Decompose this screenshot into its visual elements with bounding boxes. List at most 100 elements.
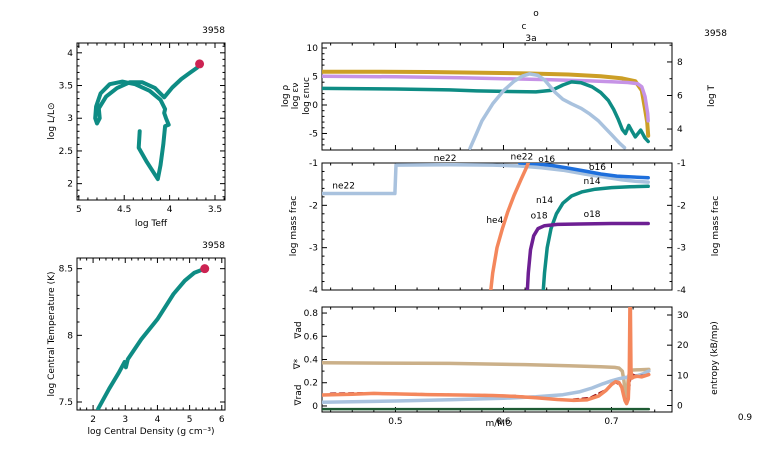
profile-bottom-xtick-label: 0.7: [604, 417, 618, 427]
burn-label-3a: 3a: [525, 34, 536, 44]
profile-top-ytick-label: 5: [312, 73, 318, 83]
tc-rhoc-xtick-label: 2: [90, 415, 96, 425]
tc-rhoc-xtick-label: 3: [122, 415, 128, 425]
profile-mid-line-label-n14: n14: [536, 196, 553, 206]
hr-diagram-axis-label: log L/L⊙: [47, 102, 57, 139]
profile-bottom-axis-label: ∇*: [293, 358, 303, 370]
hr-diagram-ytick-label: 2.5: [59, 147, 73, 157]
tc-rhoc-ytick-label: 7.5: [59, 398, 73, 408]
profile-top-axis-label: log ρ: [281, 85, 291, 108]
x-tick-right-edge: 0.9: [738, 413, 753, 423]
hr-diagram-panel: 5 4.5 4 3.5 2 2.5 3 3.5 4 log Teff log L/L⊙: [47, 42, 226, 229]
tc-rhoc-xtick-label: 5: [187, 415, 193, 425]
burn-label-o: o: [533, 9, 539, 19]
profile-bottom-ytick-label: 0.8: [304, 309, 319, 319]
profile-top-y2tick-label: 4: [677, 125, 683, 135]
hr-diagram-series-evolution-track: [93, 61, 203, 182]
profile-bottom-ytick-label: 0.6: [304, 332, 319, 342]
profile-mid-series-he4: [489, 163, 531, 290]
tc-rhoc-frame: [76, 257, 226, 411]
profile-top-axis-label: log εν: [291, 83, 301, 109]
tc-rhoc-ytick-label: 8.5: [59, 265, 73, 275]
tc-rhoc-current-model-marker: [200, 264, 210, 274]
profile-top-ytick-label: -5: [309, 129, 318, 139]
profile-bottom-ytick-label: 0.4: [304, 356, 319, 366]
profile-mid-y2tick-label: -1: [677, 159, 686, 169]
profile-bottom-axis-label: entropy (kB/mp): [710, 321, 720, 395]
profile-mid-line-label-he4: he4: [486, 216, 503, 226]
profile-bottom-y2tick-label: 10: [677, 371, 689, 381]
profile-top-frame: [321, 42, 673, 151]
profile-mid-line-label-o16: o16: [589, 163, 606, 173]
tc-rhoc-axis-label: log Central Density (g cm⁻³): [88, 427, 215, 437]
model-number-tcrho: 3958: [202, 241, 225, 251]
profile-top-axis-label: log εnuc: [302, 77, 312, 115]
tc-rhoc-xtick-label: 6: [219, 415, 225, 425]
profile-bottom-axis-label: ∇rad: [294, 385, 304, 407]
profile-mid-line-label-o18: o18: [531, 211, 548, 221]
profile-mid-series-ne22: [322, 163, 650, 196]
profile-mid-series-n14: [541, 184, 650, 290]
profile-bottom-series-entropy: [322, 369, 651, 404]
profile-mid-y2tick-label: -2: [677, 201, 686, 211]
profile-bottom-ytick-label: 0.2: [304, 379, 318, 389]
profile-mid-axis-label: log mass frac: [289, 196, 299, 256]
tc-rhoc-ytick-label: 8: [67, 331, 73, 341]
profile-bottom-axis-label: ∇ad: [294, 321, 304, 339]
hr-diagram-xtick-label: 5: [76, 205, 82, 215]
profile-bottom-panel: 0.5 0.6 0.7 0 0.2 0.4 0.6 0.8 0 10 20 30 ∇ad ∇* ∇rad en…: [293, 306, 720, 429]
profile-top-series-log-eps-nuc: [468, 72, 627, 150]
profile-mid-line-label-ne22: ne22: [434, 154, 457, 164]
profile-mid-axis-label: log mass frac: [711, 196, 721, 256]
profile-mid-panel: -1 -2 -3 -4 -1 -2 -3 -4 ne22 ne22 ne22 o16 o16 he4 n14…: [289, 153, 721, 296]
profile-mid-y2tick-label: -4: [677, 286, 686, 296]
profile-bottom-ytick-label: 0: [312, 402, 318, 412]
profile-mid-ytick-label: -1: [309, 159, 318, 169]
hr-diagram-ytick-label: 4: [67, 49, 73, 59]
profile-mid-ytick-label: -4: [309, 286, 318, 296]
profile-mid-ytick-label: -3: [309, 244, 318, 254]
profile-mid-series-o16: [517, 163, 650, 180]
profile-top-y2tick-label: 8: [677, 58, 683, 68]
profile-top-series-log-eps-nu: [322, 80, 650, 144]
profile-top-ytick-label: 10: [307, 44, 319, 54]
tc-rhoc-panel: 2 3 4 5 6 7.5 8 8.5 log Central Density (g cm⁻³)…: [47, 257, 226, 437]
hr-diagram-current-model-marker: [195, 59, 205, 69]
profile-mid-series-o18: [525, 221, 650, 290]
profile-mid-line-label-o16: o16: [538, 155, 555, 165]
hr-diagram-ytick-label: 3.5: [59, 82, 73, 92]
hr-diagram-xtick-label: 3.5: [208, 205, 222, 215]
profile-bottom-y2tick-label: 20: [677, 341, 689, 351]
burn-label-c: c: [522, 22, 527, 32]
model-number-hr: 3958: [202, 26, 225, 36]
hr-diagram-axis-label: log Teff: [135, 219, 168, 229]
profile-bottom-axis-label: m/M⊙: [485, 419, 512, 429]
profile-top-y2tick-label: 6: [677, 91, 683, 101]
model-number-profiles: 3958: [704, 29, 727, 39]
profile-top-series-log-T: [322, 69, 651, 138]
hr-diagram-ytick-label: 2: [67, 180, 73, 190]
tc-rhoc-xtick-label: 4: [155, 415, 161, 425]
profile-mid-frame: [321, 162, 673, 291]
profile-bottom-series-grad-rad: [322, 307, 651, 406]
profile-mid-line-label-o18: o18: [584, 210, 601, 220]
hr-diagram-ytick-label: 3: [67, 114, 73, 124]
profile-mid-y2tick-label: -3: [677, 244, 686, 254]
tc-rhoc-axis-label: log Central Temperature (K): [47, 271, 57, 396]
profile-bottom-xtick-label: 0.5: [388, 417, 402, 427]
profile-top-ytick-label: 0: [312, 101, 318, 111]
profile-bottom-y2tick-label: 30: [677, 311, 689, 321]
profile-bottom-xtick-label: 0.6: [496, 417, 511, 427]
profile-mid-line-label-ne22: ne22: [510, 153, 533, 163]
profile-top-panel: -5 0 5 10 4 6 8 log ρ log εν log εnuc log T: [281, 42, 717, 151]
profile-top-series-log-rho: [322, 74, 650, 123]
profile-bottom-y2tick-label: 0: [677, 402, 683, 412]
tc-rhoc-series-central-track: [96, 266, 207, 410]
profile-mid-ytick-label: -2: [309, 201, 318, 211]
profile-mid-line-label-ne22: ne22: [332, 181, 355, 191]
hr-diagram-xtick-label: 4.5: [117, 205, 131, 215]
profile-mid-line-label-n14: n14: [583, 177, 600, 187]
hr-diagram-xtick-label: 4: [167, 205, 173, 215]
